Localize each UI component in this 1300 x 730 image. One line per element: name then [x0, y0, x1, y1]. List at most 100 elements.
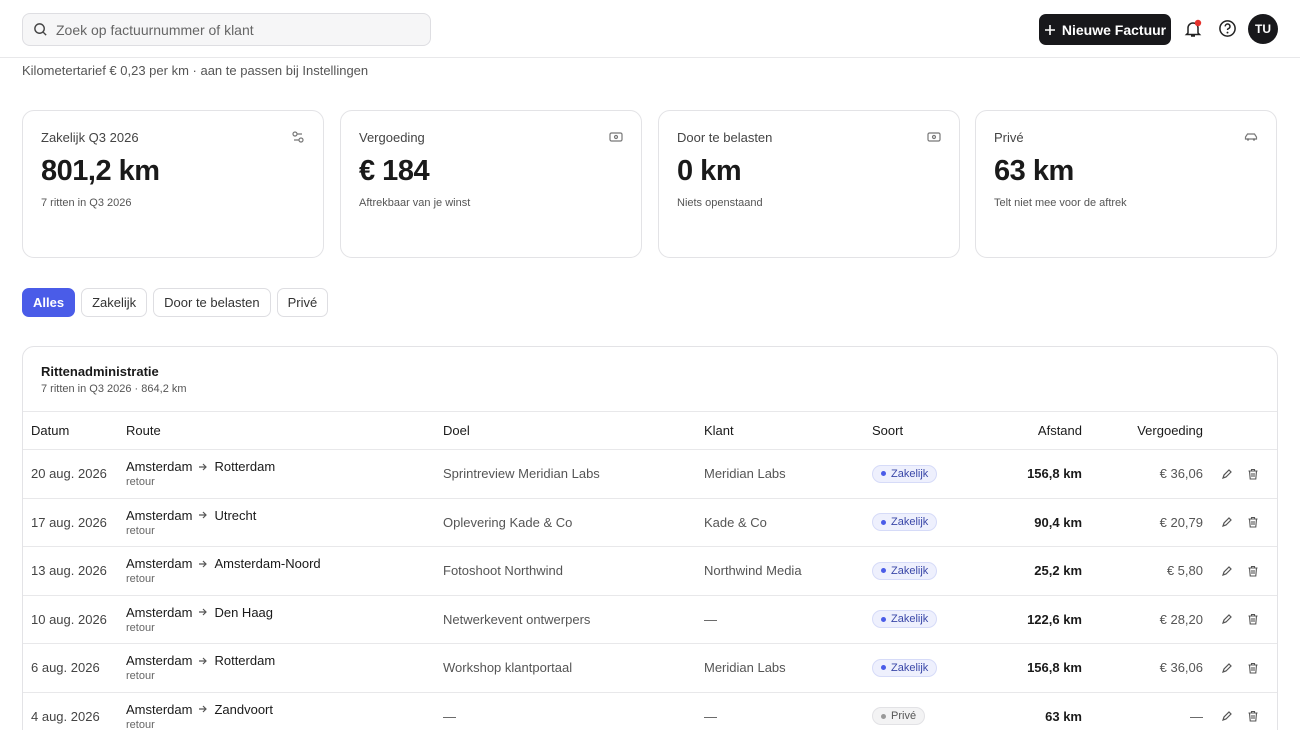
badge-label: Zakelijk	[891, 516, 929, 529]
column-header: Vergoeding	[1137, 423, 1203, 438]
route-arrow	[199, 705, 208, 713]
client: —	[704, 611, 717, 627]
route: Amsterdam Zandvoort retour	[126, 693, 426, 730]
badge-label: Zakelijk	[891, 467, 929, 480]
delete-icon[interactable]	[1247, 662, 1259, 674]
purpose: Netwerkevent ontwerpers	[443, 611, 591, 627]
table-header: Datum Route Doel Klant Soort Afstand Vergoedin…	[23, 411, 1277, 449]
route-from: Amsterdam	[126, 604, 193, 620]
date: 10 aug. 2026	[31, 611, 107, 627]
route-to: Rotterdam	[214, 653, 276, 669]
stat-card: Zakelijk Q3 2026 801,2 km 7 ritten in Q3 2…	[22, 110, 324, 258]
card-note: Telt niet mee voor de aftrek	[994, 197, 1127, 209]
date: 17 aug. 2026	[31, 514, 107, 530]
rides-table: Rittenadministratie 7 ritten in Q3 2026 …	[22, 346, 1278, 730]
distance: 156,8 km	[1027, 466, 1082, 482]
actions	[1221, 450, 1271, 498]
route-arrow	[199, 560, 208, 568]
badge-dot	[881, 471, 886, 477]
filters: Alles Zakelijk Door te belasten Privé	[22, 288, 329, 317]
delete-icon[interactable]	[1247, 468, 1259, 480]
card-icon	[1244, 133, 1258, 141]
edit-icon[interactable]	[1221, 613, 1233, 625]
column-header: Soort	[872, 423, 904, 438]
delete-icon[interactable]	[1247, 613, 1259, 625]
edit-icon[interactable]	[1221, 516, 1233, 528]
table-row: 20 aug. 2026 Amsterdam Rotterdam retour Spri…	[23, 449, 1277, 498]
route-arrow	[199, 511, 208, 519]
search-box[interactable]: Zoek op factuurnummer of klant	[22, 13, 431, 46]
client: —	[704, 708, 717, 724]
client: Northwind Media	[704, 563, 802, 579]
edit-icon[interactable]	[1221, 565, 1233, 577]
avatar[interactable]: TU	[1248, 14, 1278, 44]
route-note: retour	[126, 476, 155, 489]
route-from: Amsterdam	[126, 507, 193, 523]
route-line: Amsterdam Utrecht	[126, 508, 256, 523]
filter-chip[interactable]: Alles	[22, 288, 76, 317]
actions	[1221, 596, 1271, 644]
route-line: Amsterdam Den Haag	[126, 605, 273, 620]
route-from: Amsterdam	[126, 556, 193, 572]
card-note: Aftrekbaar van je winst	[359, 197, 471, 209]
amount: —	[1190, 708, 1203, 724]
type-badge: Zakelijk	[872, 513, 938, 532]
badge-label: Zakelijk	[891, 613, 929, 626]
edit-icon[interactable]	[1221, 468, 1233, 480]
type: Zakelijk	[872, 499, 972, 547]
table-row: 17 aug. 2026 Amsterdam Utrecht retour Opleve…	[23, 497, 1277, 547]
route-to: Rotterdam	[214, 459, 276, 475]
card-note: Niets openstaand	[677, 197, 763, 209]
route-to: Den Haag	[214, 604, 274, 620]
type: Privé	[872, 693, 972, 730]
date: 13 aug. 2026	[31, 563, 107, 579]
help[interactable]	[1218, 19, 1237, 38]
filter-chip[interactable]: Zakelijk	[81, 288, 148, 317]
badge-dot	[881, 519, 886, 525]
distance: 122,6 km	[1027, 611, 1082, 627]
badge-dot	[881, 568, 886, 574]
date: 20 aug. 2026	[31, 466, 107, 482]
edit-icon[interactable]	[1221, 662, 1233, 674]
card-label: Vergoeding	[359, 130, 425, 145]
card-value: 63 km	[994, 155, 1074, 187]
stat-card: Door te belasten 0 km Niets openstaand	[658, 110, 960, 258]
actions	[1221, 499, 1271, 547]
route: Amsterdam Rotterdam retour	[126, 450, 426, 498]
route-line: Amsterdam Amsterdam-Noord	[126, 556, 321, 571]
subtitle: Kilometertarief € 0,23 per km · aan te p…	[22, 63, 369, 78]
amount: € 20,79	[1159, 514, 1203, 530]
card-icon	[609, 132, 623, 142]
stat-card: Privé 63 km Telt niet mee voor de aftrek	[975, 110, 1277, 258]
actions	[1221, 644, 1271, 692]
route-note: retour	[126, 621, 155, 634]
type-badge: Zakelijk	[872, 561, 938, 580]
actions	[1221, 693, 1271, 730]
table-row: 10 aug. 2026 Amsterdam Den Haag retour Netwe…	[23, 594, 1277, 644]
delete-icon[interactable]	[1247, 516, 1259, 528]
type: Zakelijk	[872, 644, 972, 692]
column-header: Route	[126, 423, 161, 438]
type-badge: Privé	[872, 707, 926, 726]
purpose: —	[443, 708, 456, 724]
purpose: Workshop klantportaal	[443, 660, 573, 676]
filter-chip[interactable]: Door te belasten	[153, 288, 271, 317]
route-note: retour	[126, 573, 155, 586]
delete-icon[interactable]	[1247, 565, 1259, 577]
notifications[interactable]	[1183, 19, 1203, 39]
column-header: Afstand	[1037, 423, 1082, 438]
route: Amsterdam Utrecht retour	[126, 499, 426, 547]
top-bar	[0, 0, 1300, 58]
new-invoice-button[interactable]: Nieuwe Factuur	[1039, 14, 1171, 45]
type: Zakelijk	[872, 547, 972, 595]
route-arrow	[199, 463, 208, 471]
column-header: Datum	[31, 423, 70, 438]
distance: 156,8 km	[1027, 660, 1082, 676]
edit-icon[interactable]	[1221, 710, 1233, 722]
type: Zakelijk	[872, 450, 972, 498]
route-arrow	[199, 657, 208, 665]
amount: € 5,80	[1166, 563, 1203, 579]
route-to: Zandvoort	[214, 701, 274, 717]
delete-icon[interactable]	[1247, 710, 1259, 722]
filter-chip[interactable]: Privé	[276, 288, 329, 317]
